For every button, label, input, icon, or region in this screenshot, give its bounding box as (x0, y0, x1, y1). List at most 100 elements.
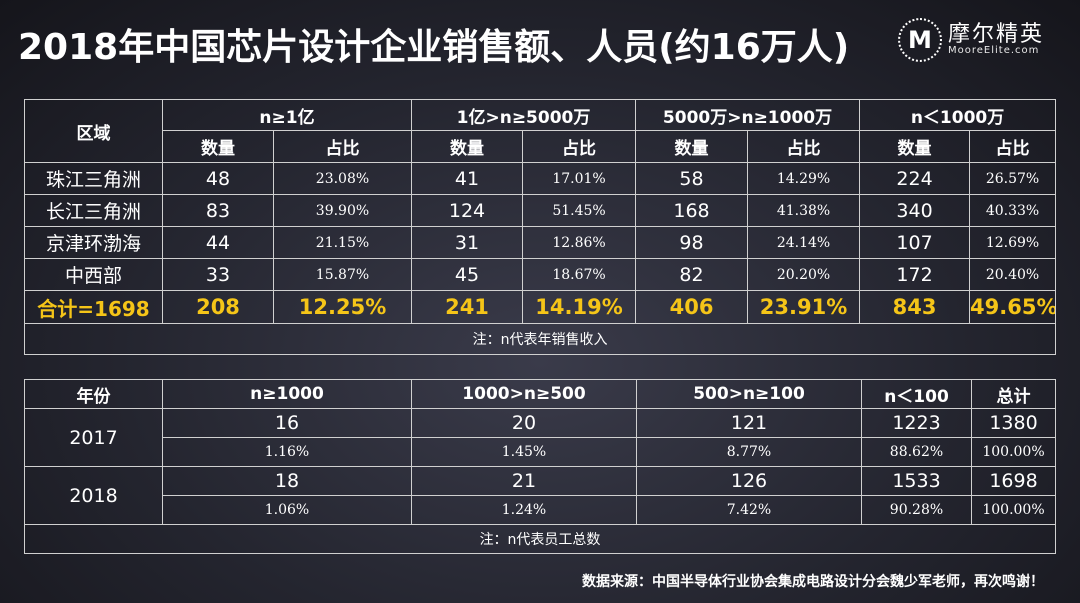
count-cell: 16 (162, 408, 412, 438)
group-header: n＜1000万 (859, 99, 1057, 131)
count-cell: 224 (859, 162, 971, 195)
sales-table: 区域 n≥1亿 1亿>n≥5000万 5000万>n≥1000万 n＜1000万… (23, 99, 1057, 355)
column-header: 500>n≥100 (636, 379, 862, 409)
column-header: 总计 (971, 379, 1056, 409)
count-cell: 21 (411, 466, 637, 496)
share-cell: 21.15% (273, 226, 412, 259)
count-cell: 48 (162, 162, 274, 195)
share-cell: 1.16% (162, 437, 412, 467)
region-name: 长江三角洲 (24, 194, 163, 227)
sub-header-share: 占比 (521, 130, 637, 163)
region-header: 区域 (24, 99, 163, 163)
count-cell: 121 (636, 408, 862, 438)
total-count: 208 (162, 290, 274, 324)
share-cell: 39.90% (273, 194, 412, 227)
share-cell: 7.42% (636, 495, 862, 525)
share-cell: 40.33% (969, 194, 1057, 227)
total-share: 12.25% (273, 290, 412, 324)
sub-header-share: 占比 (747, 130, 861, 163)
share-cell: 1.24% (411, 495, 637, 525)
table-row: 中西部 33 15.87% 45 18.67% 82 20.20% 172 20… (24, 258, 1057, 291)
count-cell: 1698 (971, 466, 1056, 496)
total-share: 49.65% (969, 290, 1057, 324)
total-count: 843 (859, 290, 971, 324)
count-cell: 1380 (971, 408, 1056, 438)
count-cell: 83 (162, 194, 274, 227)
count-cell: 1223 (861, 408, 972, 438)
total-share: 14.19% (521, 290, 637, 324)
sub-header-count: 数量 (859, 130, 971, 163)
share-cell: 51.45% (521, 194, 637, 227)
logo-cn-text: 摩尔精英 (947, 22, 1044, 48)
logo: M 摩尔精英 MooreElite.com (897, 18, 1044, 62)
table-row: 2017 16 20 121 1223 1380 (24, 408, 1056, 467)
sub-header-share: 占比 (969, 130, 1057, 163)
year-header: 年份 (24, 379, 163, 409)
data-source: 数据来源：中国半导体行业协会集成电路设计分会魏少军老师，再次鸣谢！ (582, 574, 1044, 590)
share-cell: 1.45% (411, 437, 637, 467)
share-cell: 41.38% (747, 194, 861, 227)
column-header: 1000>n≥500 (411, 379, 637, 409)
share-cell: 26.57% (969, 162, 1057, 195)
share-cell: 14.29% (747, 162, 861, 195)
share-cell: 100.00% (971, 437, 1056, 467)
count-cell: 18 (162, 466, 412, 496)
year-cell: 2017 (24, 408, 163, 467)
share-cell: 12.86% (521, 226, 637, 259)
sub-header-count: 数量 (635, 130, 749, 163)
table-row: 珠江三角洲 48 23.08% 41 17.01% 58 14.29% 224 … (24, 162, 1057, 195)
year-cell: 2018 (24, 466, 163, 525)
group-header: 5000万>n≥1000万 (635, 99, 861, 131)
column-header: n＜100 (861, 379, 972, 409)
column-header: n≥1000 (162, 379, 412, 409)
table-row: 2018 18 21 126 1533 1698 (24, 466, 1056, 525)
count-cell: 31 (411, 226, 523, 259)
share-cell: 8.77% (636, 437, 862, 467)
sub-header-count: 数量 (162, 130, 274, 163)
logo-en-text: MooreElite.com (947, 45, 1040, 57)
staff-table: 年份 n≥1000 1000>n≥500 500>n≥100 n＜100 总计 … (24, 379, 1056, 554)
count-cell: 124 (411, 194, 523, 227)
group-header: 1亿>n≥5000万 (410, 99, 637, 131)
total-row: 合计=1698 208 12.25% 241 14.19% 406 23.91%… (24, 290, 1057, 324)
share-cell: 12.69% (969, 226, 1057, 259)
sub-header-share: 占比 (273, 130, 412, 163)
share-cell: 88.62% (861, 437, 972, 467)
share-cell: 23.08% (273, 162, 412, 195)
region-name: 京津环渤海 (24, 226, 163, 259)
share-cell: 18.67% (521, 258, 637, 291)
count-cell: 172 (859, 258, 971, 291)
total-label: 合计=1698 (24, 290, 163, 324)
page-title: 2018年中国芯片设计企业销售额、人员(约16万人) (18, 27, 850, 68)
count-cell: 168 (635, 194, 749, 227)
moore-elite-logo-icon: M (897, 18, 942, 62)
region-name: 中西部 (24, 258, 163, 291)
table-row: 长江三角洲 83 39.90% 124 51.45% 168 41.38% 34… (24, 194, 1057, 227)
total-count: 406 (635, 290, 749, 324)
share-cell: 100.00% (971, 495, 1056, 525)
table-row: 1.06% 1.24% 7.42% 90.28% 100.00% (25, 495, 1056, 525)
share-cell: 24.14% (747, 226, 861, 259)
count-cell: 45 (411, 258, 523, 291)
share-cell: 20.20% (747, 258, 861, 291)
count-cell: 107 (859, 226, 971, 259)
count-cell: 20 (411, 408, 637, 438)
table-row: 京津环渤海 44 21.15% 31 12.86% 98 24.14% 107 … (24, 226, 1057, 259)
table-row: 1.16% 1.45% 8.77% 88.62% 100.00% (25, 437, 1056, 467)
total-count: 241 (411, 290, 523, 324)
count-cell: 126 (636, 466, 862, 496)
total-share: 23.91% (747, 290, 861, 324)
count-cell: 58 (635, 162, 749, 195)
group-header: n≥1亿 (162, 99, 412, 131)
count-cell: 1533 (861, 466, 972, 496)
count-cell: 41 (411, 162, 523, 195)
count-cell: 340 (859, 194, 971, 227)
sub-header-count: 数量 (411, 130, 523, 163)
count-cell: 82 (635, 258, 749, 291)
share-cell: 20.40% (969, 258, 1057, 291)
count-cell: 33 (162, 258, 274, 291)
share-cell: 1.06% (162, 495, 412, 525)
table-note: 注：n代表员工总数 (24, 524, 1056, 554)
table-note: 注：n代表年销售收入 (23, 323, 1057, 355)
count-cell: 98 (635, 226, 749, 259)
